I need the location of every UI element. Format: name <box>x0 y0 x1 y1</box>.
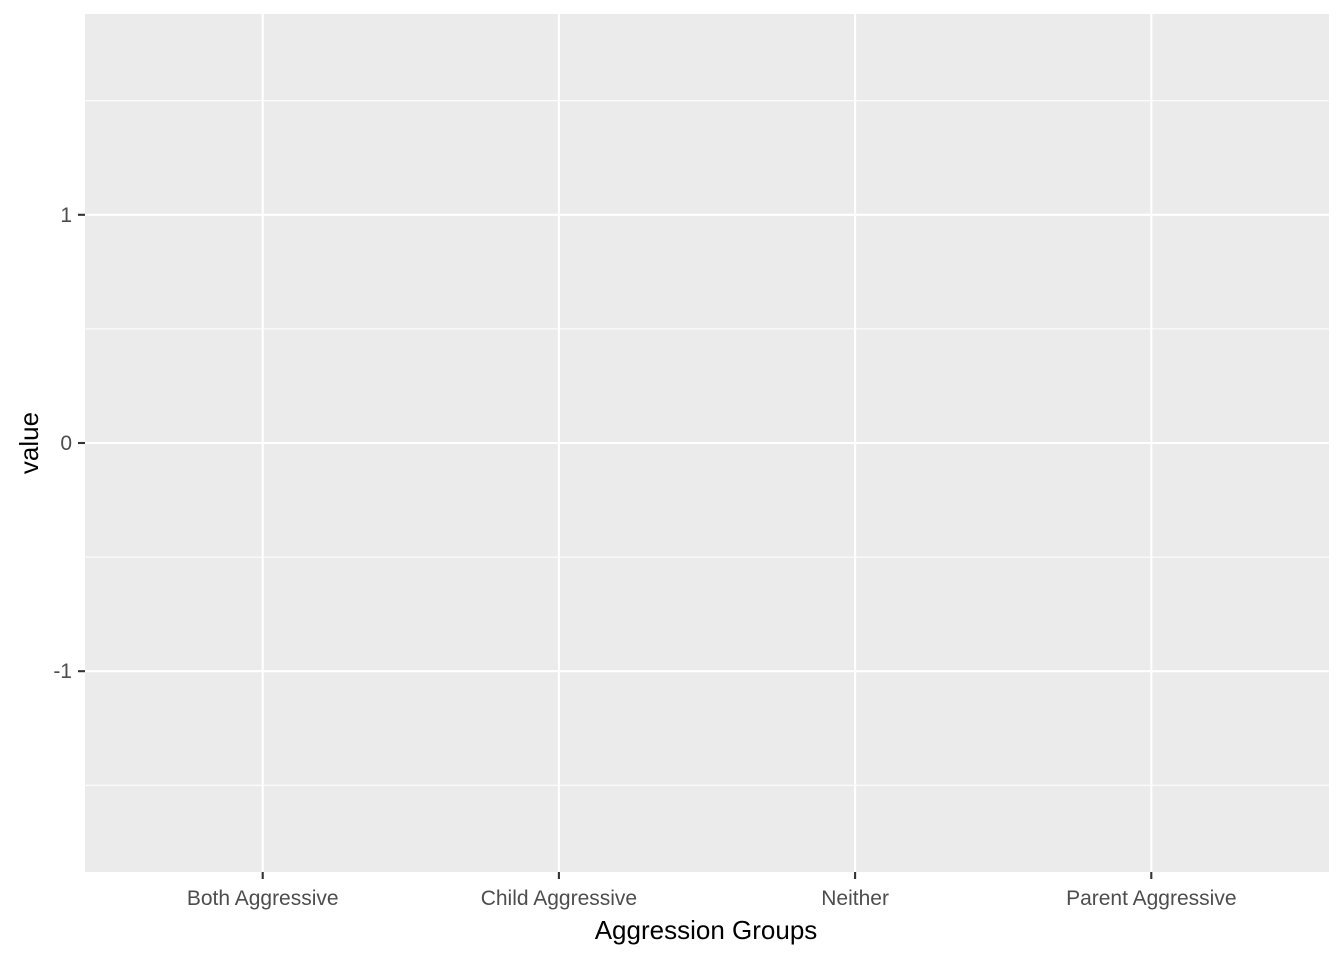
major-gridlines-y <box>85 213 1329 673</box>
y-tick-label: 0 <box>60 432 72 455</box>
major-gridlines-x <box>261 14 1153 872</box>
x-tick-label: Parent Aggressive <box>1066 887 1236 910</box>
y-tick-label: -1 <box>53 660 72 683</box>
x-tick-label: Neither <box>821 887 889 910</box>
x-axis: Both Aggressive Child Aggressive Neither Pa… <box>187 872 1237 910</box>
x-tick-label: Child Aggressive <box>481 887 637 910</box>
x-axis-title: Aggression Groups <box>595 915 818 945</box>
minor-gridlines-y <box>85 100 1329 786</box>
x-tick-label: Both Aggressive <box>187 887 339 910</box>
y-axis: -1 0 1 <box>53 204 85 683</box>
y-tick-label: 1 <box>60 204 72 227</box>
y-axis-title: value <box>14 412 44 474</box>
